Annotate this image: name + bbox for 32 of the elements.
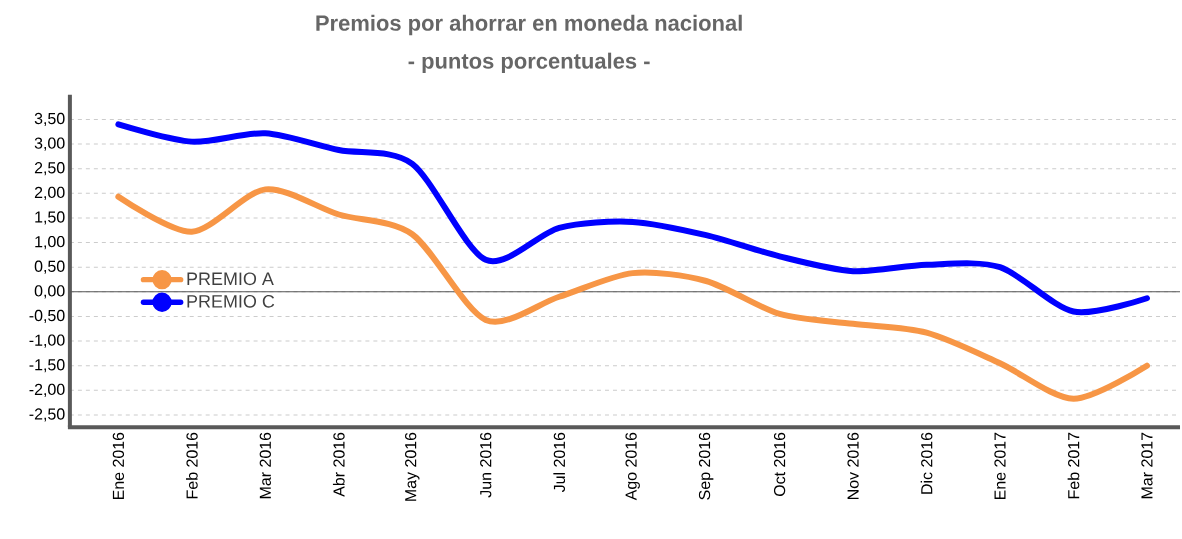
x-tick-label: Feb 2016	[186, 432, 198, 499]
y-tick-label: 3,00	[34, 137, 65, 151]
legend-label: PREMIO C	[187, 294, 275, 308]
x-tick-label: May 2016	[405, 432, 420, 501]
x-tick-label: Feb 2017	[1067, 432, 1080, 499]
x-tick-label: Nov 2016	[847, 432, 859, 499]
x-tick-label: Jun 2016	[480, 432, 492, 498]
y-tick-label: 0,00	[34, 285, 65, 299]
y-tick-label: -2,50	[29, 408, 65, 422]
x-tick-label: Ene 2016	[112, 432, 125, 500]
y-tick-label: -2,00	[29, 383, 65, 397]
y-tick-label: -1,00	[29, 334, 65, 348]
chart-subtitle: - puntos porcentuales -	[408, 52, 650, 74]
chart-title: Premios por ahorrar en moneda nacional	[316, 14, 742, 36]
x-tick-label: Sep 2016	[698, 432, 714, 500]
y-tick-label: 2,00	[34, 186, 65, 200]
x-tick-label: Jul 2016	[553, 432, 566, 493]
y-tick-label: 0,50	[34, 260, 65, 274]
y-tick-label: -1,50	[29, 359, 65, 373]
x-tick-label: Ene 2017	[994, 432, 1006, 500]
x-tick-label: Dic 2016	[920, 432, 933, 494]
legend-label: PREMIO A	[187, 272, 274, 286]
x-tick-label: Mar 2017	[1141, 432, 1153, 499]
x-tick-label: Abr 2016	[332, 432, 345, 497]
x-tick-label: Mar 2016	[259, 432, 271, 499]
x-tick-label: Oct 2016	[773, 432, 786, 497]
y-tick-label: 3,50	[34, 112, 65, 127]
y-tick-label: 1,50	[35, 211, 65, 225]
y-tick-label: 2,50	[34, 162, 65, 176]
y-tick-label: -0,50	[29, 309, 65, 324]
x-tick-label: Ago 2016	[625, 432, 640, 501]
y-tick-label: 1,00	[35, 235, 65, 250]
